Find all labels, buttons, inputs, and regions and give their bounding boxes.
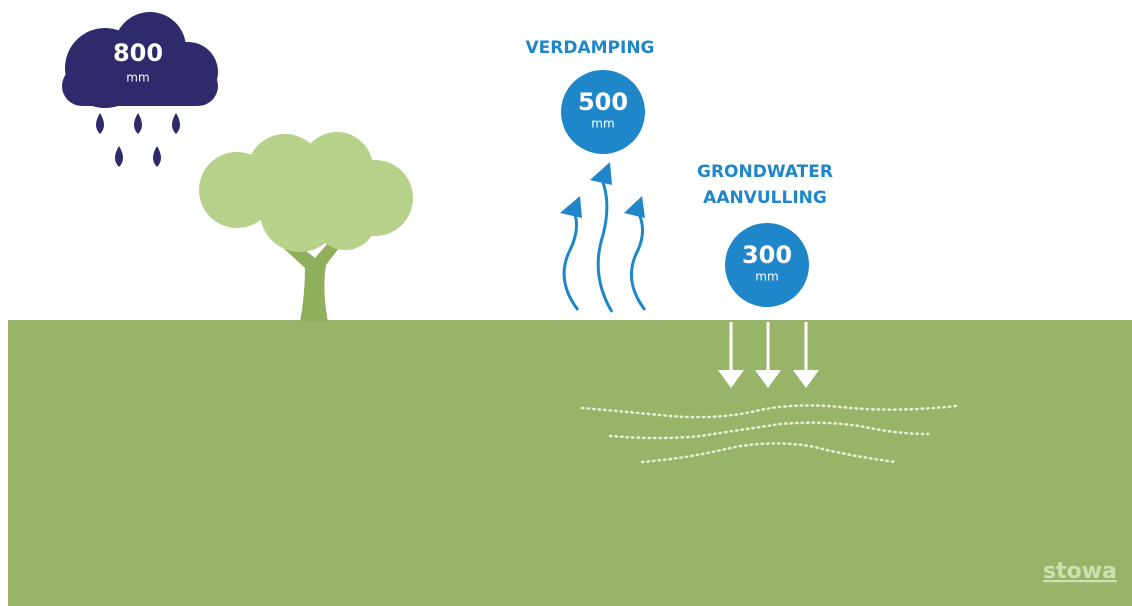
infographic: 800 mm VERDAMPING 500 mm GRONDWATER AANV… [0,0,1132,606]
logo: stowa [1043,559,1117,584]
rain-drops [96,113,180,167]
evaporation-value: 500 [578,88,628,116]
tree [199,132,413,322]
groundwater-unit: mm [755,270,778,284]
evaporation-arrows [564,175,645,312]
ground [8,320,1132,606]
evaporation-title: VERDAMPING [525,38,654,58]
groundwater-value: 300 [742,241,792,269]
evaporation-arrowheads [560,162,645,218]
groundwater-title-1: GRONDWATER [697,162,833,182]
groundwater-title-2: AANVULLING [703,188,827,208]
precipitation-value: 800 [113,39,163,67]
evaporation-unit: mm [591,117,614,131]
precipitation-unit: mm [126,71,149,85]
